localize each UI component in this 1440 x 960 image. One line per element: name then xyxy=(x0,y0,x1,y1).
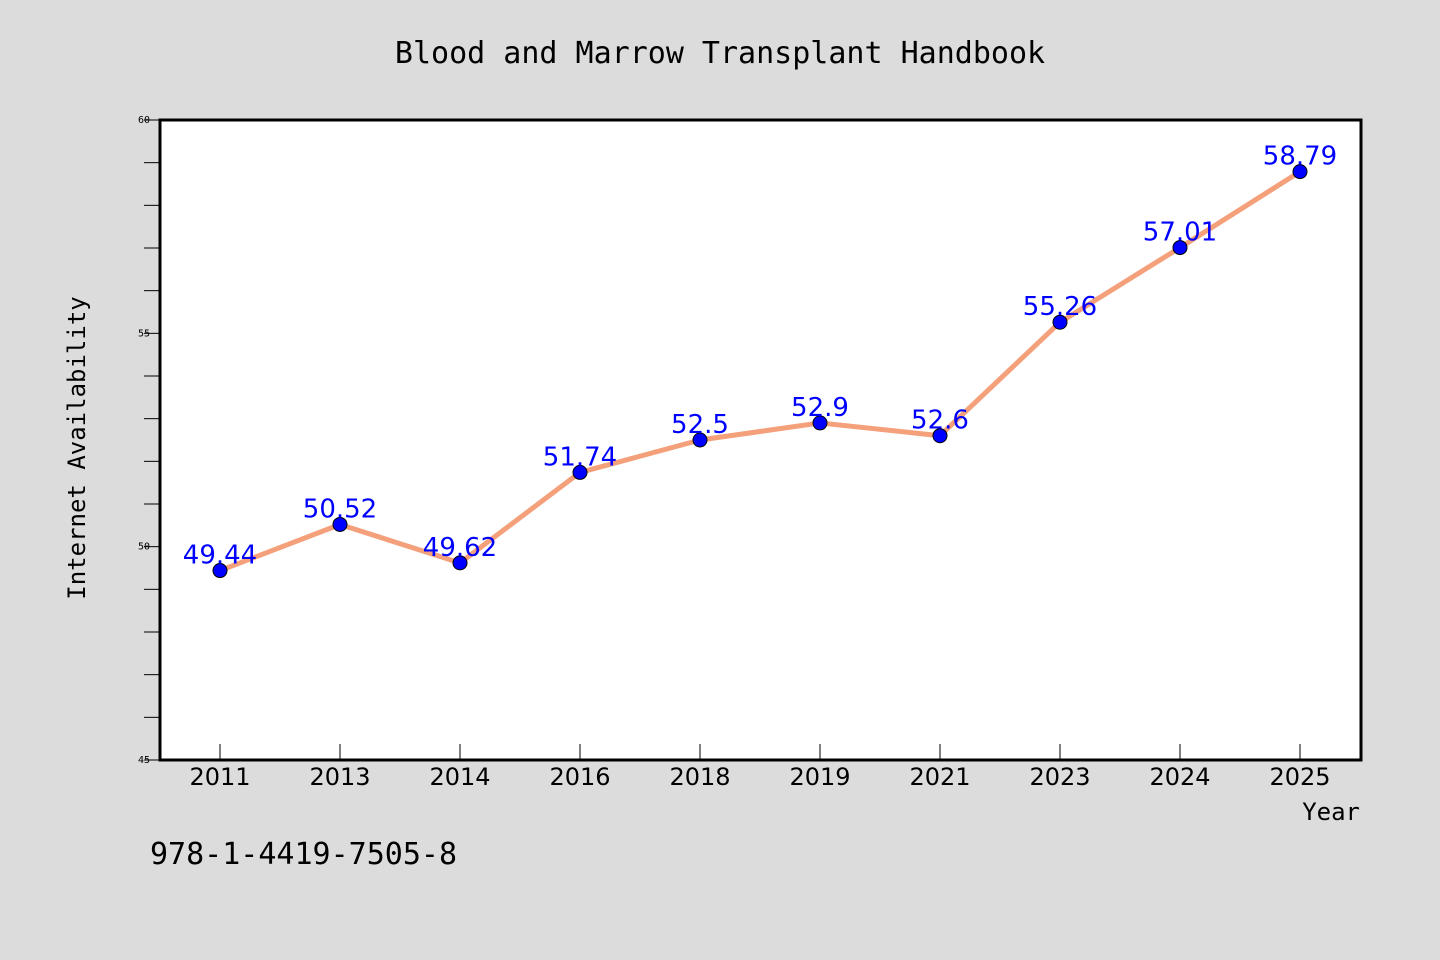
data-label: 58.79 xyxy=(1263,142,1337,172)
data-point xyxy=(212,563,228,579)
x-tick-label: 2019 xyxy=(789,763,850,791)
plot-area xyxy=(158,118,1363,762)
x-tick-label: 2013 xyxy=(309,763,370,791)
data-point xyxy=(932,428,948,444)
data-label: 50.52 xyxy=(303,494,377,524)
data-label: 49.44 xyxy=(183,541,257,571)
x-axis-label: Year xyxy=(1302,798,1360,826)
data-point xyxy=(572,464,588,480)
x-axis-ticks: 2011 2013 2014 2016 2018 2019 2021 2023 2024 2025 xyxy=(189,744,1331,791)
data-label: 52.5 xyxy=(671,410,729,440)
x-tick-label: 2021 xyxy=(909,763,970,791)
data-label: 57.01 xyxy=(1143,218,1217,248)
data-point xyxy=(1292,164,1308,180)
data-label: 55.26 xyxy=(1023,292,1097,322)
y-tick-label: 45 xyxy=(138,755,150,766)
x-tick-label: 2016 xyxy=(549,763,610,791)
data-label: 49.62 xyxy=(423,533,497,563)
data-point xyxy=(692,432,708,448)
y-tick-label: 60 xyxy=(138,115,150,126)
y-axis-label: Internet Availability xyxy=(63,296,91,599)
y-tick-label: 55 xyxy=(138,328,150,339)
isbn-text: 978-1-4419-7505-8 xyxy=(150,837,457,872)
data-point xyxy=(1052,314,1068,330)
x-tick-label: 2023 xyxy=(1029,763,1090,791)
data-label: 52.9 xyxy=(791,393,849,423)
x-tick-label: 2011 xyxy=(189,763,250,791)
series-line xyxy=(217,169,1303,574)
data-label: 52.6 xyxy=(911,406,969,436)
data-point xyxy=(1172,240,1188,256)
series-layer: 49.44 50.52 49.62 51.74 52.5 52.9 52.6 55.26 57.… xyxy=(183,142,1337,579)
chart-title: Blood and Marrow Transplant Handbook xyxy=(395,36,1045,71)
x-tick-label: 2018 xyxy=(669,763,730,791)
data-label: 51.74 xyxy=(543,442,617,472)
x-tick-label: 2024 xyxy=(1149,763,1210,791)
x-tick-label: 2014 xyxy=(429,763,490,791)
data-point xyxy=(452,555,468,571)
data-point xyxy=(812,415,828,431)
x-tick-label: 2025 xyxy=(1269,763,1330,791)
data-point xyxy=(332,516,348,532)
y-axis-ticks: 45 50 55 60 xyxy=(138,115,160,766)
y-tick-label: 50 xyxy=(138,542,150,553)
